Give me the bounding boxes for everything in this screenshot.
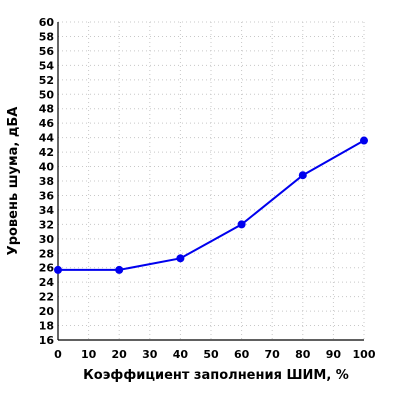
data-point xyxy=(360,136,368,145)
x-tick-label: 80 xyxy=(295,348,311,361)
y-tick-label: 40 xyxy=(39,161,55,174)
y-tick-label: 22 xyxy=(39,291,54,304)
y-tick-label: 58 xyxy=(39,30,54,43)
series-line xyxy=(58,139,365,271)
chart-series xyxy=(54,136,368,274)
y-tick-label: 30 xyxy=(39,233,55,246)
y-tick-label: 16 xyxy=(39,334,55,347)
x-axis-label: Коэффициент заполнения ШИМ, % xyxy=(83,368,349,383)
x-tick-label: 10 xyxy=(81,348,97,361)
data-point xyxy=(298,171,307,180)
data-point xyxy=(176,254,185,263)
x-tick-label: 90 xyxy=(326,348,342,361)
chart-grid xyxy=(58,21,365,340)
y-tick-label: 60 xyxy=(39,16,55,29)
y-tick-label: 18 xyxy=(39,320,54,333)
y-tick-label: 24 xyxy=(39,276,55,289)
x-tick-labels: 0 10 20 30 40 50 60 70 80 90 100 xyxy=(54,348,376,361)
data-point xyxy=(237,220,246,229)
y-tick-label: 34 xyxy=(39,204,55,217)
y-tick-label: 56 xyxy=(39,45,55,58)
x-tick-label: 30 xyxy=(142,348,158,361)
y-tick-label: 36 xyxy=(39,189,55,202)
y-tick-label: 42 xyxy=(39,146,54,159)
y-tick-label: 48 xyxy=(39,103,54,116)
x-tick-label: 60 xyxy=(234,348,250,361)
x-tick-label: 20 xyxy=(112,348,128,361)
y-tick-label: 32 xyxy=(39,218,54,231)
y-tick-label: 44 xyxy=(39,132,55,145)
data-point xyxy=(115,265,124,274)
y-tick-label: 20 xyxy=(39,305,55,318)
x-tick-label: 0 xyxy=(54,348,62,361)
x-tick-label: 40 xyxy=(173,348,189,361)
y-tick-label: 54 xyxy=(39,59,55,72)
y-tick-label: 38 xyxy=(39,175,54,188)
y-tick-label: 50 xyxy=(39,88,55,101)
x-tick-label: 100 xyxy=(353,348,376,361)
y-tick-label: 26 xyxy=(39,262,55,275)
y-tick-label: 46 xyxy=(39,117,55,130)
data-point xyxy=(54,265,62,274)
y-tick-label: 28 xyxy=(39,247,54,260)
y-tick-label: 52 xyxy=(39,74,54,87)
x-tick-label: 70 xyxy=(265,348,281,361)
chart-axes xyxy=(57,22,364,341)
x-tick-label: 50 xyxy=(203,348,219,361)
y-axis-label: Уровень шума, дБА xyxy=(6,107,21,256)
